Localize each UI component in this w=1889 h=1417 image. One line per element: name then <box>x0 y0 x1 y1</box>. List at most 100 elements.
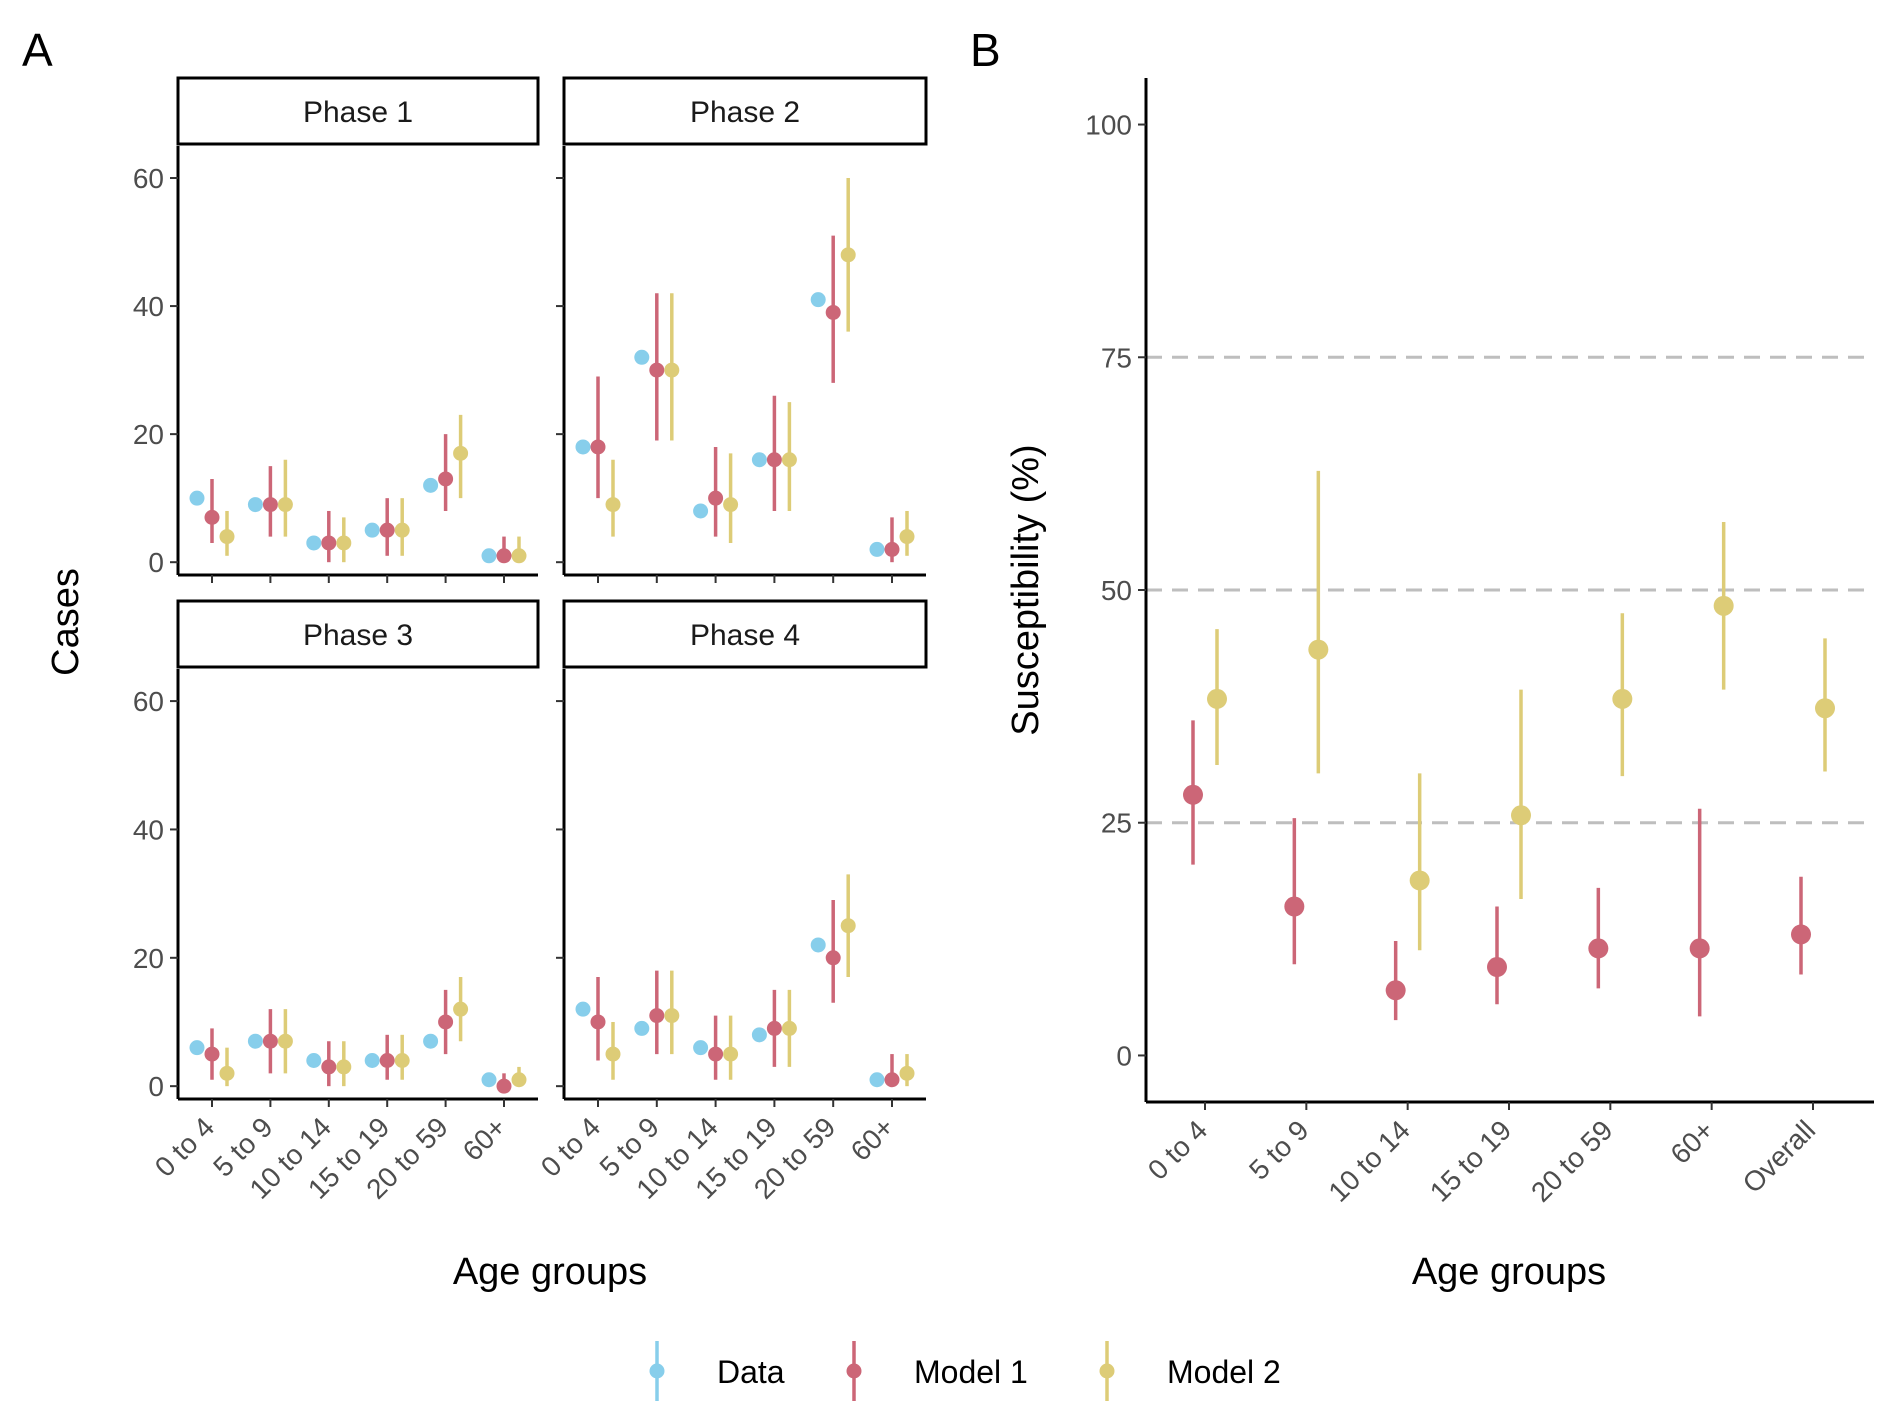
point-data-60plus <box>869 541 885 557</box>
point-model-2-overall <box>1815 698 1835 719</box>
point-data-60plus <box>481 1072 497 1088</box>
y-tick-label: 0 <box>148 547 164 578</box>
strip-box <box>562 76 928 146</box>
point-model-1-20-to-59 <box>1588 938 1609 959</box>
point-model-2-5-to-9 <box>277 497 293 513</box>
point-model-1-5-to-9 <box>262 1033 278 1049</box>
legend-entry-model-1: Model 1 <box>846 1341 1028 1401</box>
point-data-10-to-14 <box>306 535 322 551</box>
series-data <box>575 937 885 1088</box>
y-tick-label: 100 <box>1085 110 1132 141</box>
series-model-2 <box>219 977 527 1088</box>
facet-phase-1: Phase 1 0 20 40 60 <box>133 76 540 583</box>
x-tick-label: 15 to 19 <box>1424 1114 1517 1207</box>
point-model-2-5-to-9 <box>277 1033 293 1049</box>
legend-entry-model-2: Model 2 <box>1099 1341 1281 1401</box>
point-data-0-to-4 <box>189 490 205 506</box>
series-model-1 <box>590 235 900 563</box>
point-model-1-20-to-59 <box>438 471 454 487</box>
series-model-2 <box>605 874 915 1087</box>
point-model-1-20-to-59 <box>825 950 841 966</box>
point-model-1-10-to-14 <box>708 490 724 506</box>
y-tick-label: 60 <box>133 163 164 194</box>
point-model-2-15-to-19 <box>394 522 410 538</box>
point-model-2-0-to-4 <box>219 529 235 545</box>
point-data-10-to-14 <box>693 1040 709 1056</box>
x-tick-label: 0 to 4 <box>1142 1114 1213 1185</box>
legend-label: Model 1 <box>914 1354 1028 1390</box>
y-tick-label: 60 <box>133 686 164 717</box>
y-tick-label: 25 <box>1101 808 1132 839</box>
series-model-1 <box>204 434 512 564</box>
point-model-1-15-to-19 <box>766 452 782 468</box>
panel-label-a: A <box>22 24 53 76</box>
point-model-2-60plus <box>511 1072 527 1088</box>
legend-entry-data: Data <box>649 1341 785 1401</box>
strip-box <box>176 76 540 146</box>
point-model-1-20-to-59 <box>825 304 841 320</box>
legend-key-point <box>846 1363 862 1379</box>
point-model-2-5-to-9 <box>1308 639 1329 660</box>
legend-key-point <box>1099 1363 1115 1379</box>
series-model-1 <box>1183 720 1811 1021</box>
point-model-1-20-to-59 <box>438 1014 454 1030</box>
point-model-2-10-to-14 <box>336 535 352 551</box>
point-model-1-5-to-9 <box>1284 896 1305 917</box>
point-model-1-15-to-19 <box>379 522 395 538</box>
legend-label: Data <box>717 1354 785 1390</box>
strip-label: Phase 3 <box>303 619 413 652</box>
x-tick-label: 10 to 14 <box>1322 1114 1415 1207</box>
point-data-0-to-4 <box>575 439 591 455</box>
point-model-2-20-to-59 <box>840 918 856 934</box>
strip-box <box>176 599 540 669</box>
panel-a-y-axis-title: Cases <box>45 568 87 676</box>
point-model-1-0-to-4 <box>204 1046 220 1062</box>
point-model-2-20-to-59 <box>453 1001 469 1017</box>
point-model-1-0-to-4 <box>590 1014 606 1030</box>
point-data-20-to-59 <box>423 477 439 493</box>
point-data-20-to-59 <box>810 937 826 953</box>
point-model-2-20-to-59 <box>840 247 856 263</box>
point-model-2-0-to-4 <box>605 1046 621 1062</box>
point-data-15-to-19 <box>751 1027 767 1043</box>
y-tick-label: 50 <box>1101 575 1132 606</box>
point-model-1-5-to-9 <box>649 1008 665 1024</box>
y-tick-label: 0 <box>1116 1040 1132 1071</box>
point-data-15-to-19 <box>751 452 767 468</box>
facet-phase-2: Phase 2 <box>556 76 928 583</box>
legend: Data Model 1 Model 2 <box>649 1341 1281 1401</box>
point-model-1-60plus <box>1689 938 1710 959</box>
point-model-2-15-to-19 <box>1511 805 1531 826</box>
point-data-60plus <box>481 548 497 564</box>
point-model-1-60plus <box>496 548 512 564</box>
strip-label: Phase 4 <box>690 619 800 652</box>
point-data-0-to-4 <box>189 1040 205 1056</box>
point-model-1-0-to-4 <box>1183 784 1203 805</box>
point-model-2-10-to-14 <box>723 1046 739 1062</box>
point-data-0-to-4 <box>575 1001 591 1017</box>
x-tick-label: 0 to 4 <box>149 1111 220 1182</box>
point-model-2-10-to-14 <box>336 1059 352 1075</box>
point-data-5-to-9 <box>634 1020 650 1036</box>
y-tick-label: 20 <box>133 943 164 974</box>
strip-box <box>562 599 928 669</box>
series-model-1 <box>204 989 512 1094</box>
legend-key-point <box>649 1363 665 1379</box>
point-model-2-0-to-4 <box>605 497 621 513</box>
point-model-1-60plus <box>884 541 900 557</box>
panel-a-x-axis-title: Age groups <box>453 1251 647 1293</box>
point-data-20-to-59 <box>423 1033 439 1049</box>
point-model-2-60plus <box>899 529 915 545</box>
strip-label: Phase 2 <box>690 96 800 129</box>
series-model-2 <box>1207 470 1835 951</box>
point-model-1-15-to-19 <box>379 1052 395 1068</box>
series-data <box>575 292 885 557</box>
point-model-2-60plus <box>1713 595 1734 616</box>
point-model-2-15-to-19 <box>394 1052 410 1068</box>
point-model-1-10-to-14 <box>708 1046 724 1062</box>
point-data-10-to-14 <box>306 1052 322 1068</box>
x-tick-label: 20 to 59 <box>1525 1114 1618 1207</box>
y-tick-label: 75 <box>1101 342 1132 373</box>
point-model-2-0-to-4 <box>1207 688 1227 709</box>
